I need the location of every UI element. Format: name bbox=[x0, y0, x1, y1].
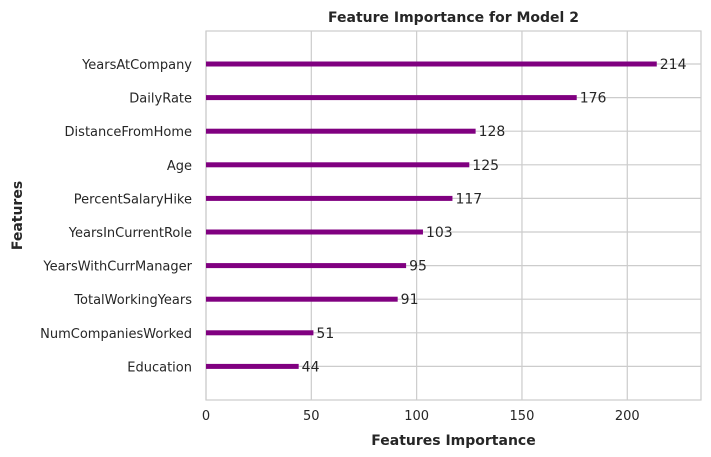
x-tick-label: 0 bbox=[202, 409, 210, 424]
y-tick-label: NumCompaniesWorked bbox=[40, 327, 192, 342]
bar bbox=[206, 363, 299, 369]
chart-title: Feature Importance for Model 2 bbox=[328, 10, 579, 26]
x-tick-label: 150 bbox=[510, 409, 535, 424]
x-tick-label: 200 bbox=[615, 409, 640, 424]
data-label: 214 bbox=[660, 57, 687, 73]
x-tick-labels: 0 50 100 150 200 bbox=[202, 409, 640, 424]
y-tick-label: DailyRate bbox=[129, 92, 192, 107]
y-tick-labels: YearsAtCompany DailyRate DistanceFromHome A… bbox=[40, 58, 193, 375]
y-tick-label: Age bbox=[167, 159, 192, 174]
y-axis-label: Features bbox=[10, 181, 26, 250]
bar bbox=[206, 128, 476, 134]
data-label: 44 bbox=[302, 359, 320, 375]
bar bbox=[206, 296, 398, 302]
bars bbox=[206, 61, 657, 369]
bar bbox=[206, 95, 577, 101]
grid-lines bbox=[205, 31, 701, 400]
y-tick-label: TotalWorkingYears bbox=[73, 293, 192, 308]
data-labels: 214 176 128 125 117 103 95 91 51 44 bbox=[302, 57, 687, 375]
y-tick-label: YearsWithCurrManager bbox=[42, 260, 192, 275]
data-label: 95 bbox=[409, 259, 427, 275]
y-tick-label: YearsAtCompany bbox=[81, 58, 192, 73]
data-label: 117 bbox=[455, 191, 482, 207]
bar bbox=[206, 162, 470, 168]
bar bbox=[206, 330, 314, 336]
y-tick-label: PercentSalaryHike bbox=[74, 192, 192, 207]
data-label: 51 bbox=[316, 326, 334, 342]
bar bbox=[206, 229, 423, 235]
y-tick-label: DistanceFromHome bbox=[65, 125, 192, 140]
data-label: 103 bbox=[426, 225, 453, 241]
bar bbox=[206, 195, 453, 201]
plot-area-frame bbox=[205, 30, 702, 401]
x-tick-label: 100 bbox=[404, 409, 429, 424]
data-label: 125 bbox=[472, 158, 499, 174]
bar bbox=[206, 263, 407, 269]
data-label: 91 bbox=[401, 292, 419, 308]
data-label: 128 bbox=[479, 124, 506, 140]
y-tick-label: Education bbox=[127, 360, 192, 375]
x-axis-label: Features Importance bbox=[371, 433, 535, 449]
y-tick-label: YearsInCurrentRole bbox=[68, 226, 192, 241]
bar bbox=[206, 61, 657, 67]
data-label: 176 bbox=[580, 91, 607, 107]
x-tick-label: 50 bbox=[303, 409, 320, 424]
